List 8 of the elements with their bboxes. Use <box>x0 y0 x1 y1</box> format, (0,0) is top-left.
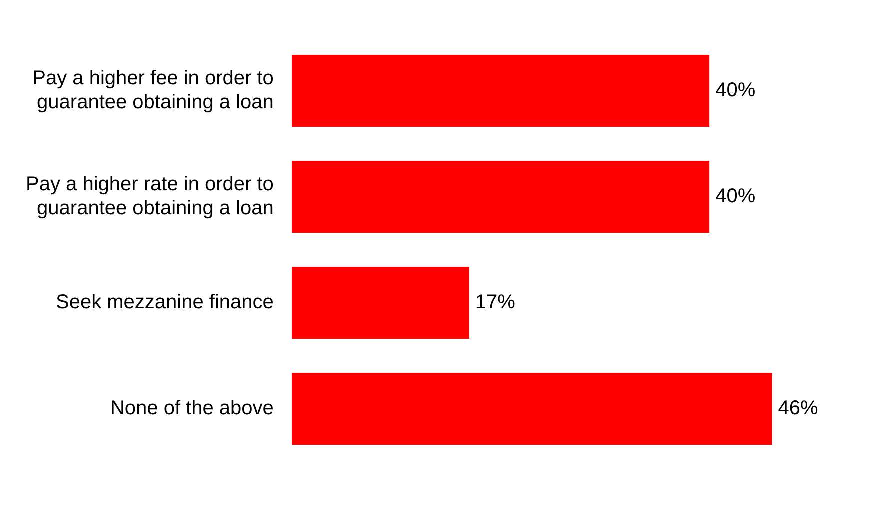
data-label: 46% <box>778 398 818 420</box>
data-label: 40% <box>716 80 756 102</box>
y-tick-label: None of the above <box>110 398 274 420</box>
y-tick-label: Pay a higher rate in order to guarantee obtaining a loan <box>26 174 274 220</box>
y-tick-label: Seek mezzanine finance <box>56 292 274 314</box>
data-label: 17% <box>475 292 516 314</box>
y-tick-label: Pay a higher fee in order to guarantee obtaining a loan <box>32 68 274 114</box>
data-label: 40% <box>716 186 756 208</box>
